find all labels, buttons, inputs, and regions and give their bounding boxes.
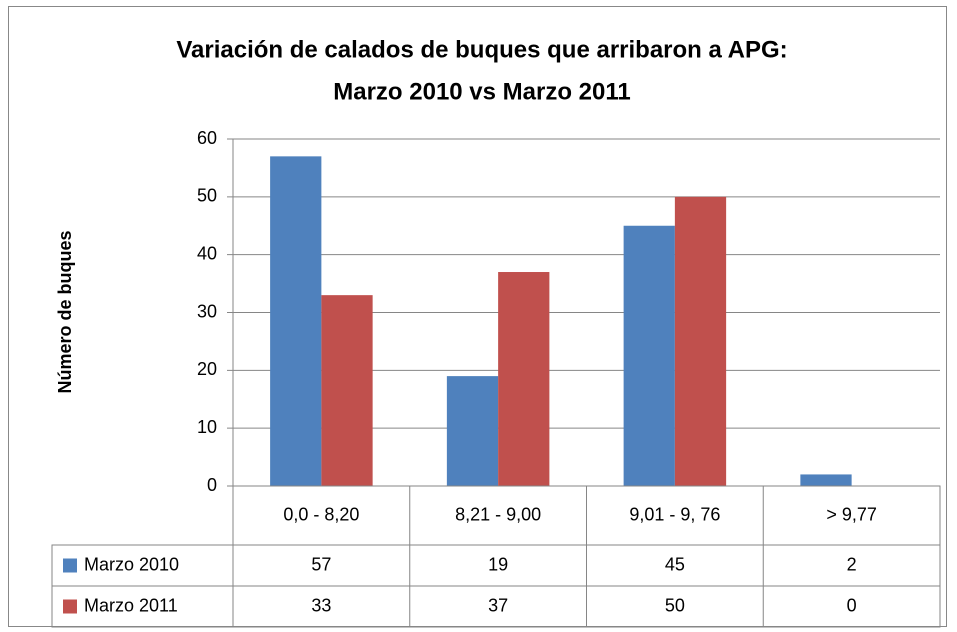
bar — [270, 156, 322, 486]
bar — [623, 225, 675, 486]
chart-title: Variación de calados de buques que arrib… — [176, 36, 787, 63]
bar — [446, 376, 499, 486]
data-table-value: 45 — [665, 554, 685, 574]
legend-swatch — [63, 599, 77, 614]
legend-label: Marzo 2011 — [84, 595, 178, 615]
y-tick-label: 60 — [197, 128, 217, 148]
data-table-value: 50 — [665, 595, 685, 615]
data-table-value: 0 — [847, 595, 857, 615]
y-axis-label: Número de buques — [55, 230, 75, 393]
x-tick-label: 8,21 - 9,00 — [455, 504, 541, 524]
legend-swatch — [63, 558, 77, 573]
data-table-value: 19 — [488, 554, 508, 574]
y-tick-label: 10 — [197, 417, 217, 437]
x-tick-label: 0,0 - 8,20 — [283, 504, 359, 524]
bar — [674, 196, 727, 487]
bar — [321, 295, 373, 486]
y-tick-label: 50 — [197, 186, 217, 206]
y-tick-label: 0 — [207, 475, 217, 495]
y-tick-label: 20 — [197, 359, 217, 379]
bar — [498, 272, 550, 486]
y-tick-label: 30 — [197, 301, 217, 321]
data-table-value: 57 — [311, 554, 331, 574]
x-tick-label: > 9,77 — [826, 504, 877, 524]
data-table-value: 2 — [847, 554, 857, 574]
legend-label: Marzo 2010 — [84, 554, 179, 574]
y-tick-label: 40 — [197, 243, 217, 263]
bar — [800, 474, 852, 486]
data-table-value: 37 — [488, 595, 508, 615]
data-table-value: 33 — [311, 595, 331, 615]
x-tick-label: 9,01 - 9, 76 — [629, 504, 720, 524]
chart-title: Marzo 2010 vs Marzo 2011 — [333, 78, 631, 105]
chart-border — [8, 6, 947, 627]
